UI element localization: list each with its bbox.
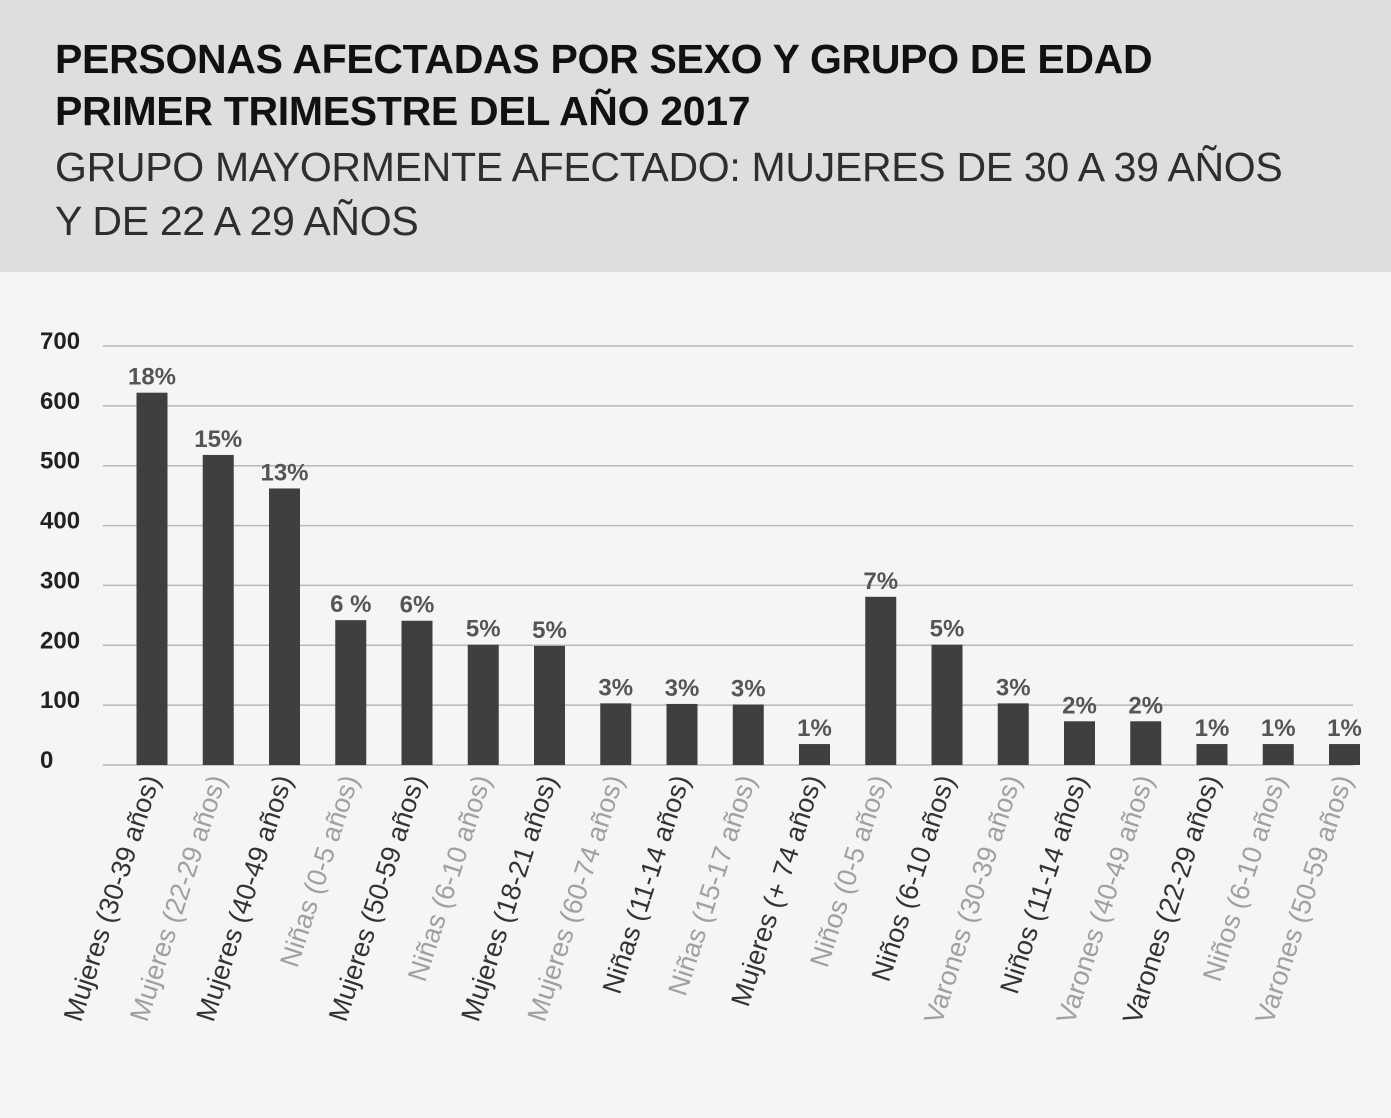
bar [269,488,300,765]
data-label: 3% [996,674,1031,701]
data-label: 3% [598,674,633,701]
data-label: 1% [1327,715,1362,742]
data-label: 6 % [330,591,371,618]
data-label: 5% [532,617,567,644]
data-label: 18% [128,364,176,391]
data-label: 2% [1062,692,1097,719]
data-label: 1% [797,715,832,742]
y-tick-label: 0 [40,747,53,774]
data-label: 7% [863,568,898,595]
bar [865,596,897,765]
grid-lines [103,345,1353,766]
bar [1329,744,1360,765]
bar-chart: 0 100 200 300 400 500 600 700 18% 15% 13% 6 % 6% 5% 5… [40,328,1362,1028]
bar [335,620,367,765]
y-tick-label: 500 [40,448,80,475]
y-axis-ticks: 0 100 200 300 400 500 600 700 [40,328,80,774]
bar [202,454,234,765]
data-label: 5% [930,616,965,643]
bar [1196,744,1228,765]
data-label: 1% [1261,715,1296,742]
chart-title-line1: PERSONAS AFECTADAS POR SEXO Y GRUPO DE E… [55,36,1153,82]
data-label: 13% [260,459,308,486]
data-label: 3% [665,675,700,702]
bar [997,703,1029,765]
y-tick-label: 700 [40,328,80,355]
bar [799,744,830,765]
data-label: 6% [400,592,435,619]
chart-subtitle-line1: GRUPO MAYORMENTE AFECTADO: MUJERES DE 30… [55,144,1283,190]
bar [666,703,698,765]
bar [136,392,168,765]
y-tick-label: 400 [40,508,80,535]
header-banner: PERSONAS AFECTADAS POR SEXO Y GRUPO DE E… [0,0,1391,272]
bar [534,645,565,765]
y-tick-label: 300 [40,567,80,594]
data-label: 5% [466,616,501,643]
bar [467,644,499,765]
bar [1262,744,1294,765]
data-label: 1% [1195,715,1230,742]
bar [401,620,433,765]
bar [732,704,764,765]
chart-title-line2: PRIMER TRIMESTRE DEL AÑO 2017 [55,88,751,134]
y-tick-label: 200 [40,627,80,654]
bar [600,703,632,765]
chart-subtitle-line2: Y DE 22 A 29 AÑOS [55,198,419,244]
data-label: 2% [1128,692,1163,719]
data-labels: 18% 15% 13% 6 % 6% 5% 5% 3% 3% 3% 1% 7% 5% 3% 2% 2% 1% 1%… [128,364,1362,742]
x-axis-labels: Mujeres (30-39 años)Mujeres (22-29 años)… [58,772,1358,1028]
data-label: 3% [731,676,766,703]
y-tick-label: 100 [40,687,80,714]
bar [931,644,963,765]
y-tick-label: 600 [40,388,80,415]
bar [1064,721,1095,765]
data-label: 15% [194,426,242,453]
bars [136,392,1360,765]
bar [1130,721,1162,765]
